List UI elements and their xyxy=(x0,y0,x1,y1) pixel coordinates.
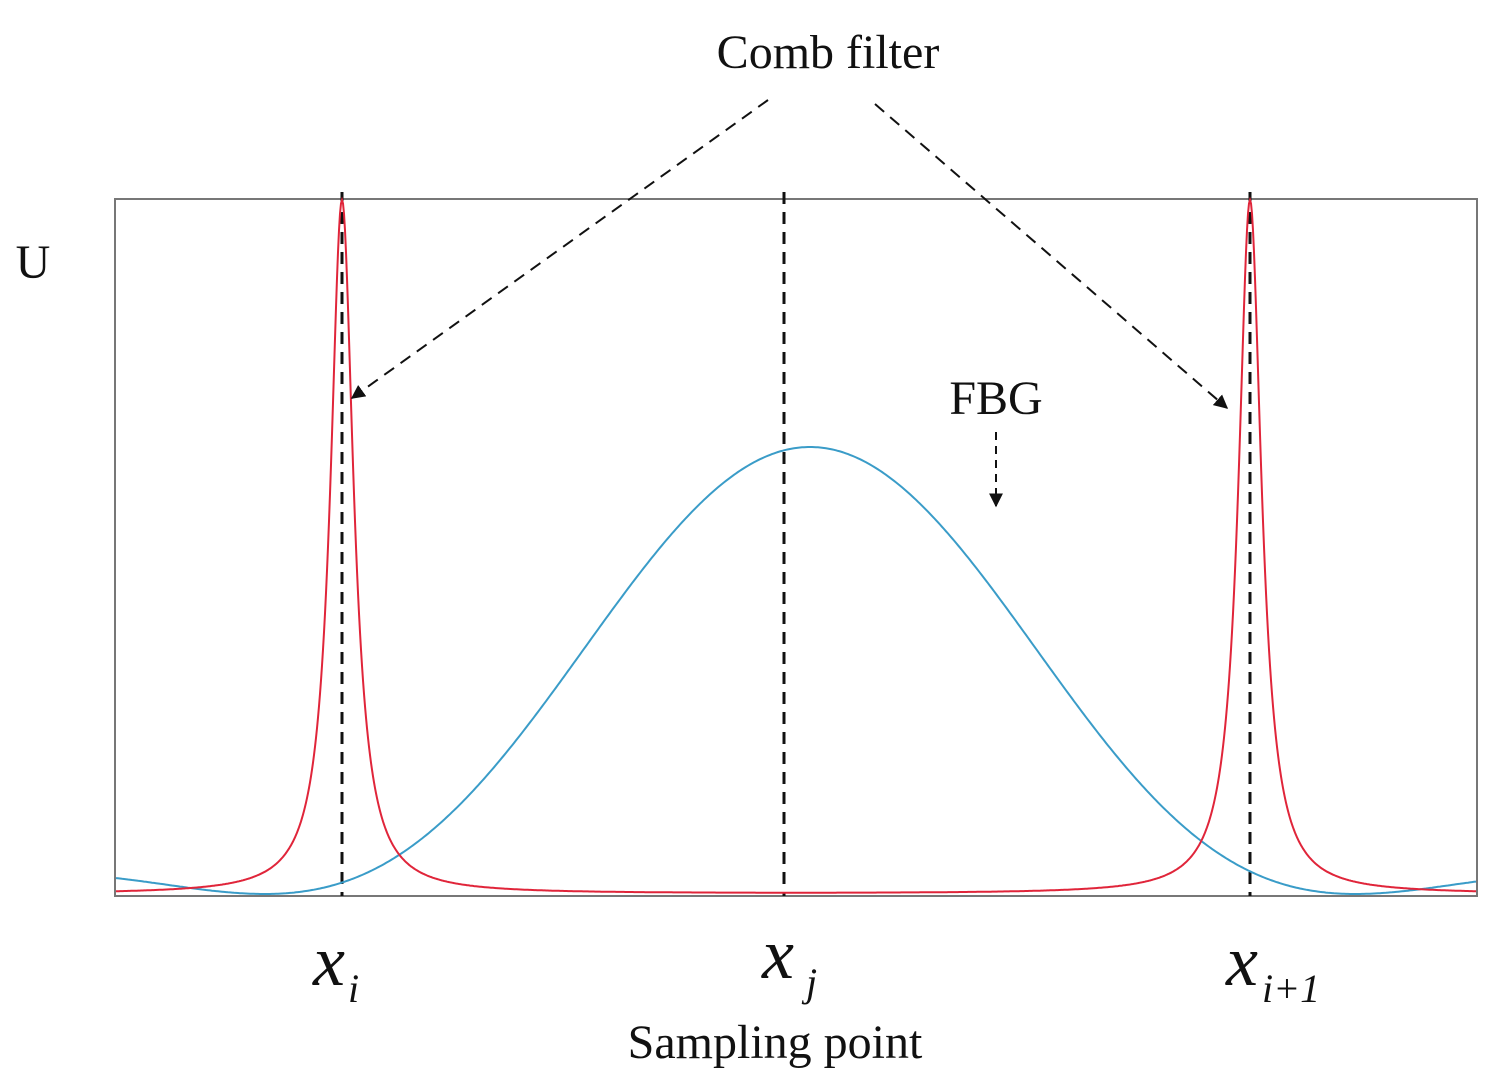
tick-label-xj: x j xyxy=(761,914,817,1005)
svg-text:x: x xyxy=(761,914,794,994)
comb-filter-arrow-left xyxy=(350,99,769,399)
comb-filter-curve xyxy=(116,196,1476,894)
x-axis-label: Sampling point xyxy=(628,1016,923,1069)
fbg-curve xyxy=(115,446,1477,895)
y-axis-label: U xyxy=(16,236,51,289)
comb-filter-arrow-right xyxy=(874,103,1229,409)
svg-text:x: x xyxy=(312,921,345,1001)
fbg-label: FBG xyxy=(949,372,1042,425)
svg-text:x: x xyxy=(1225,921,1258,1001)
tick-label-xi1: x i+1 xyxy=(1225,921,1320,1011)
svg-text:i: i xyxy=(348,966,359,1011)
svg-text:j: j xyxy=(801,960,817,1005)
svg-text:i+1: i+1 xyxy=(1262,966,1320,1011)
plot-frame xyxy=(114,198,1478,897)
comb-filter-label: Comb filter xyxy=(717,26,940,79)
tick-label-xi: x i xyxy=(312,921,359,1011)
